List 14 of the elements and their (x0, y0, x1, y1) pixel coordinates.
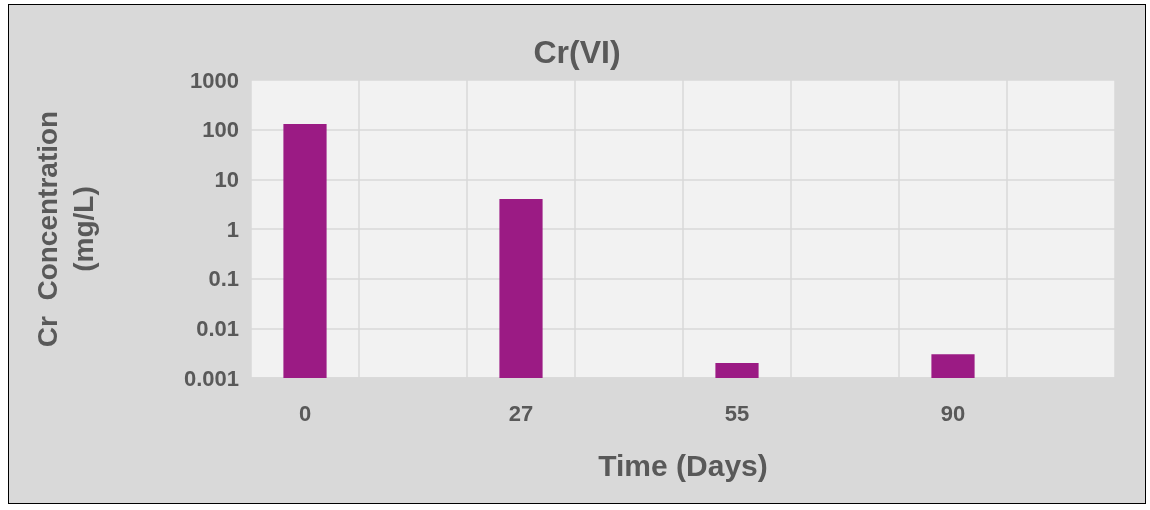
y-tick-label: 0.1 (208, 266, 239, 292)
x-tick-label: 55 (724, 400, 750, 426)
y-tick-label: 0.01 (196, 315, 239, 341)
y-tick-label: 0.001 (183, 365, 239, 391)
y-tick-label: 1 (226, 216, 239, 242)
x-axis-title: Time (Days) (598, 448, 768, 482)
y-tick-label: 10 (214, 166, 239, 192)
y-axis-title: Cr Concentration (mg/L) (31, 110, 99, 348)
x-tick-label: 0 (298, 400, 312, 426)
y-tick-label: 100 (202, 117, 239, 143)
chart-title: Cr(VI) (533, 34, 621, 70)
x-tick-label: 27 (508, 400, 534, 426)
y-tick-label: 1000 (190, 67, 239, 93)
x-tick-label: 90 (940, 400, 966, 426)
